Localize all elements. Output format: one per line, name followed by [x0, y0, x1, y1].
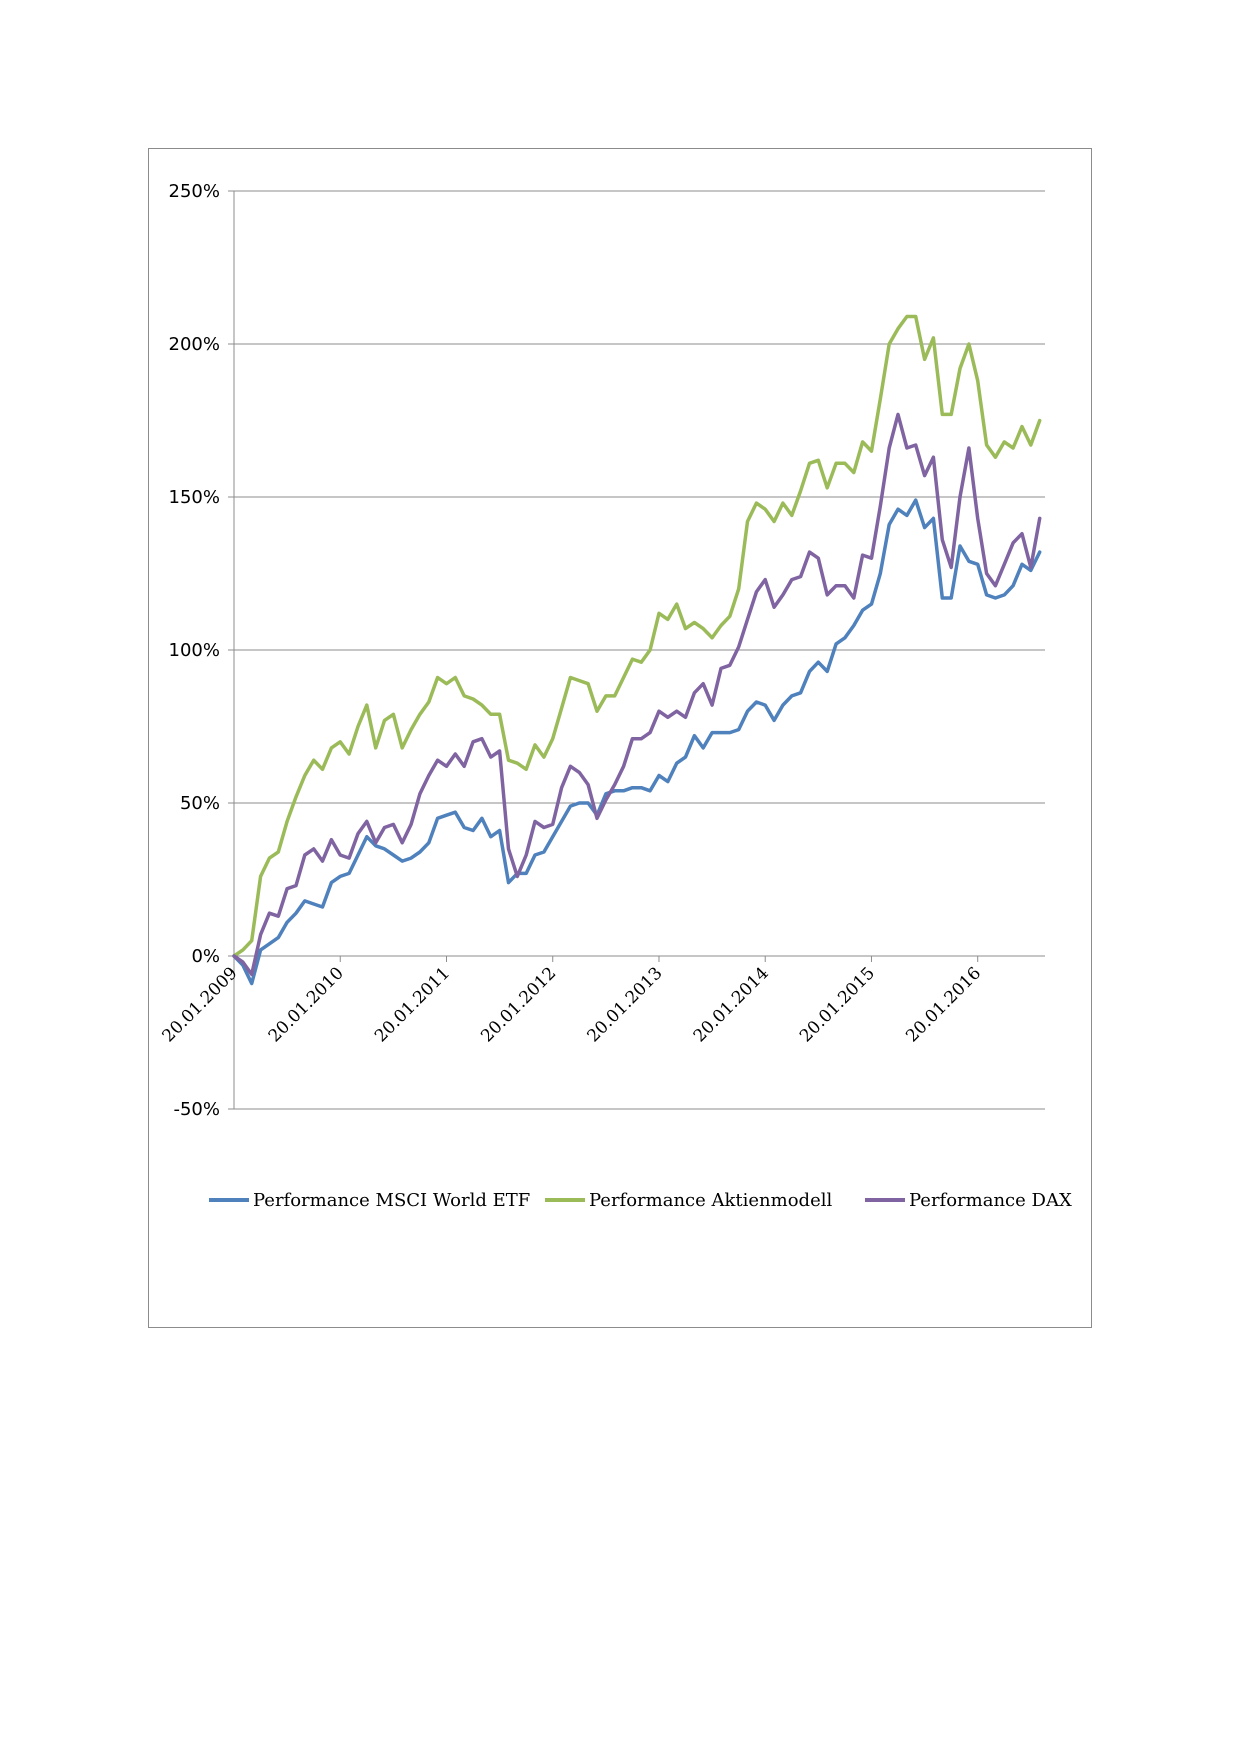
y-tick-label: 150%	[169, 487, 220, 508]
x-tick-label: 20.01.2015	[796, 963, 879, 1046]
x-tick-label: 20.01.2011	[371, 963, 454, 1046]
x-tick-label: 20.01.2016	[902, 963, 985, 1046]
y-tick-label: 100%	[169, 640, 220, 661]
gridlines	[234, 190, 1045, 1110]
legend: Performance MSCI World ETF Performance Ak…	[209, 1190, 1072, 1211]
x-tick-label: 20.01.2009	[159, 963, 242, 1046]
y-tick-label: -50%	[173, 1099, 220, 1120]
x-tick-label: 20.01.2013	[584, 963, 667, 1046]
y-tick-label: 200%	[169, 334, 220, 355]
x-tick-label: 20.01.2012	[477, 963, 560, 1046]
legend-label: Performance MSCI World ETF	[253, 1190, 530, 1211]
y-tick-label: 0%	[191, 946, 220, 967]
chart-frame: -50% 0% 50% 100% 150% 200% 250% 20.01.2009 20.0…	[148, 148, 1092, 1328]
y-tick-label: 50%	[180, 793, 220, 814]
series-line	[232, 314, 1042, 958]
series-lines	[232, 314, 1042, 986]
legend-label: Performance Aktienmodell	[589, 1190, 832, 1211]
y-tick-label: 250%	[169, 181, 220, 202]
series-line	[232, 412, 1042, 977]
x-tick-label: 20.01.2010	[265, 963, 348, 1046]
legend-label: Performance DAX	[909, 1190, 1072, 1211]
x-axis-tick-labels: 20.01.2009 20.01.2010 20.01.2011 20.01.2012…	[159, 963, 986, 1046]
series-line	[232, 498, 1042, 986]
line-chart: -50%0%50%100%150%200%250% 20.01.2009 20.0…	[159, 181, 1072, 1211]
y-axis-tick-labels: -50% 0% 50% 100% 150% 200% 250%	[169, 181, 220, 1120]
x-tick-label: 20.01.2014	[690, 963, 773, 1046]
